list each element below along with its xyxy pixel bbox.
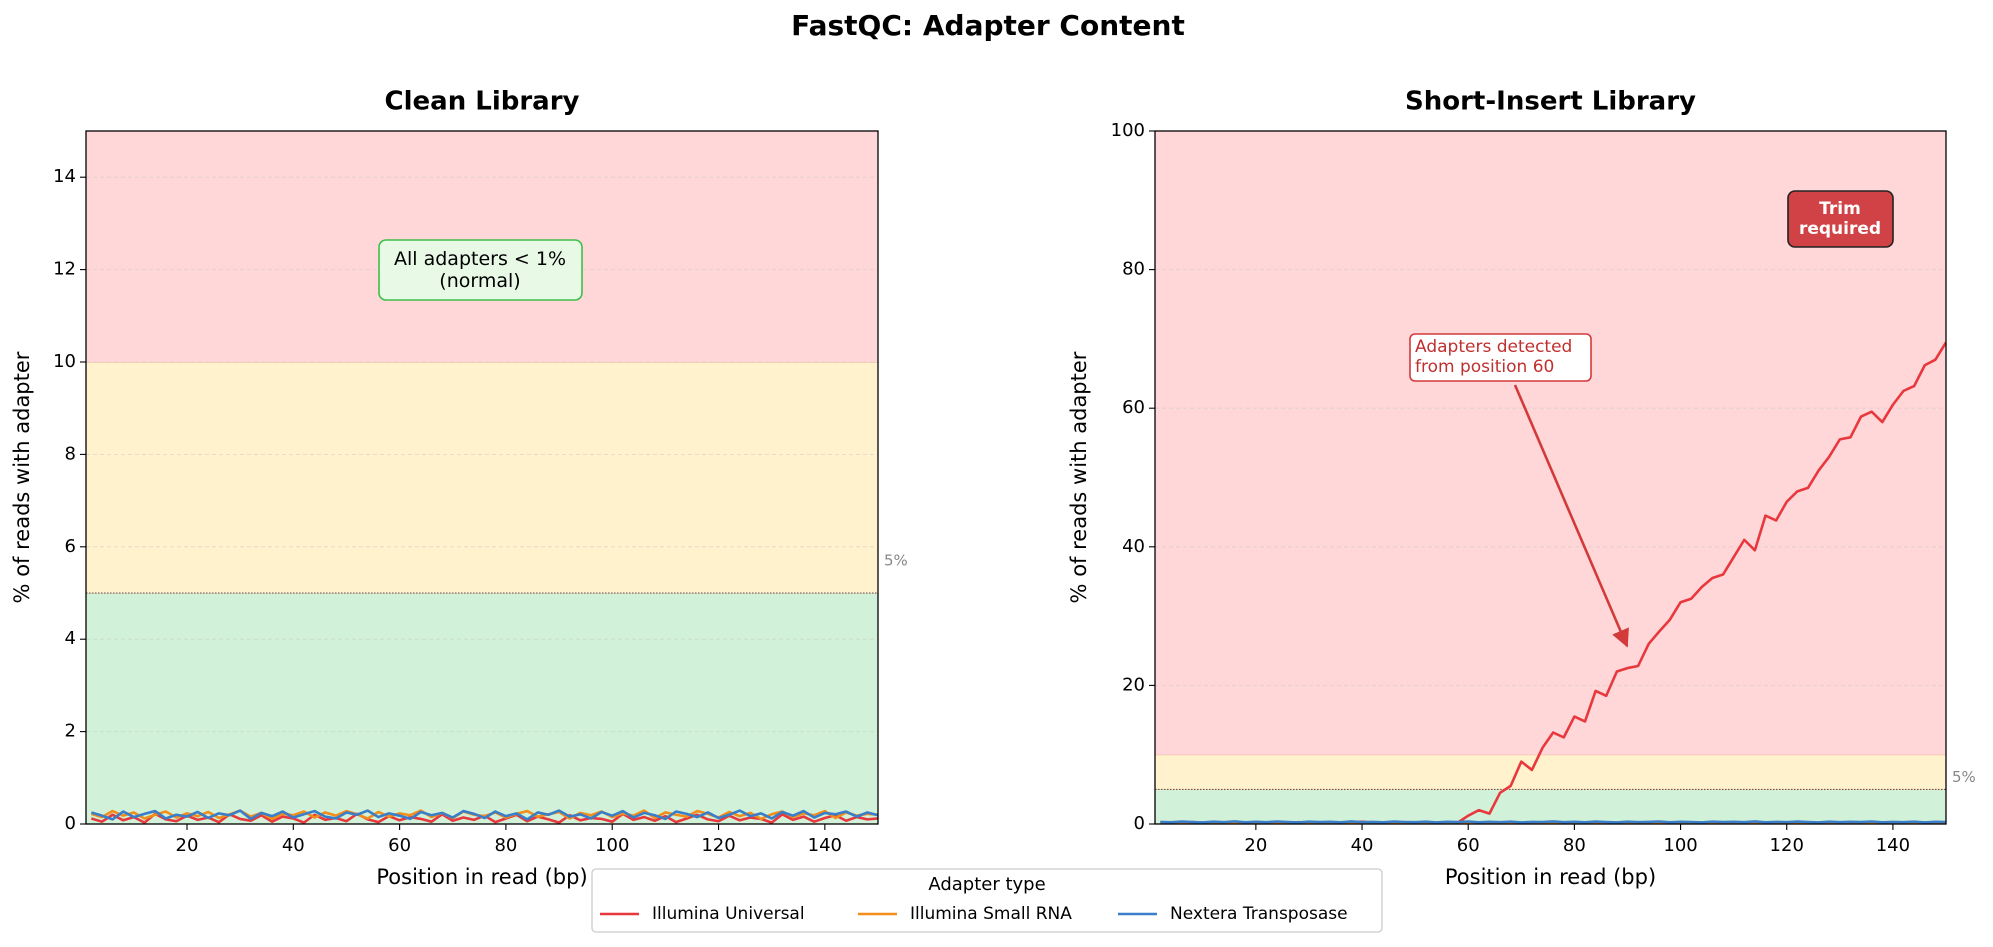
subplot-title: Clean Library <box>385 87 580 117</box>
axes-frame <box>1154 130 1947 825</box>
zone-band <box>86 362 878 593</box>
legend-label: Illumina Small RNA <box>910 904 1072 924</box>
x-tick-label: 40 <box>1351 835 1374 856</box>
x-tick-label: 140 <box>1876 835 1910 856</box>
legend-label: Nextera Transposase <box>1170 904 1348 924</box>
x-tick-label: 100 <box>595 835 629 856</box>
y-axis-label: % of reads with adapter <box>10 351 34 603</box>
y-tick-label: 100 <box>1111 120 1145 141</box>
annotation: Adapters detected from position 60 <box>1415 337 1572 377</box>
y-tick-label: 60 <box>1122 397 1145 418</box>
series-line <box>1160 820 1946 824</box>
axes-frame <box>85 130 879 825</box>
y-tick-label: 20 <box>1122 674 1145 695</box>
x-tick-label: 60 <box>388 835 411 856</box>
y-tick-label: 40 <box>1122 536 1145 557</box>
y-tick-label: 10 <box>53 351 76 372</box>
legend-label: Illumina Universal <box>652 904 805 924</box>
y-tick-label: 0 <box>1134 813 1145 834</box>
y-tick-label: 6 <box>65 536 76 557</box>
y-tick-label: 0 <box>65 813 76 834</box>
plot-area <box>86 131 878 824</box>
badge-box <box>1787 190 1894 248</box>
x-tick-label: 80 <box>494 835 517 856</box>
threshold-label: 5% <box>1952 768 1976 786</box>
x-tick-label: 40 <box>282 835 305 856</box>
x-tick-label: 20 <box>1244 835 1267 856</box>
x-tick-label: 60 <box>1457 835 1480 856</box>
subplot-title: Short-Insert Library <box>1405 87 1696 117</box>
y-tick-label: 14 <box>53 166 76 187</box>
x-tick-label: 120 <box>1770 835 1804 856</box>
y-axis-label: % of reads with adapter <box>1067 351 1091 603</box>
zone-band <box>1155 789 1946 824</box>
annotation: All adapters < 1% (normal) <box>394 248 566 292</box>
threshold-label: 5% <box>884 552 908 570</box>
x-tick-label: 20 <box>176 835 199 856</box>
annotation-box <box>378 239 583 301</box>
y-tick-label: 80 <box>1122 259 1145 280</box>
y-tick-label: 8 <box>65 443 76 464</box>
annotation-box <box>1409 333 1592 382</box>
annotation-arrow <box>1513 384 1629 648</box>
legend-box <box>591 868 1383 933</box>
x-tick-label: 80 <box>1563 835 1586 856</box>
zone-band <box>1155 754 1946 790</box>
y-tick-label: 4 <box>65 628 76 649</box>
x-tick-label: 100 <box>1663 835 1697 856</box>
x-tick-label: 140 <box>808 835 842 856</box>
series-line <box>90 809 878 821</box>
y-tick-label: 12 <box>53 259 76 280</box>
x-axis-label: Position in read (bp) <box>1445 865 1656 889</box>
legend-title: Adapter type <box>928 874 1045 895</box>
figure-title: FastQC: Adapter Content <box>791 9 1185 42</box>
y-tick-label: 2 <box>65 721 76 742</box>
x-axis-label: Position in read (bp) <box>376 865 587 889</box>
badge-text: Trim required <box>1799 199 1881 239</box>
zone-band <box>86 593 878 824</box>
x-tick-label: 120 <box>701 835 735 856</box>
